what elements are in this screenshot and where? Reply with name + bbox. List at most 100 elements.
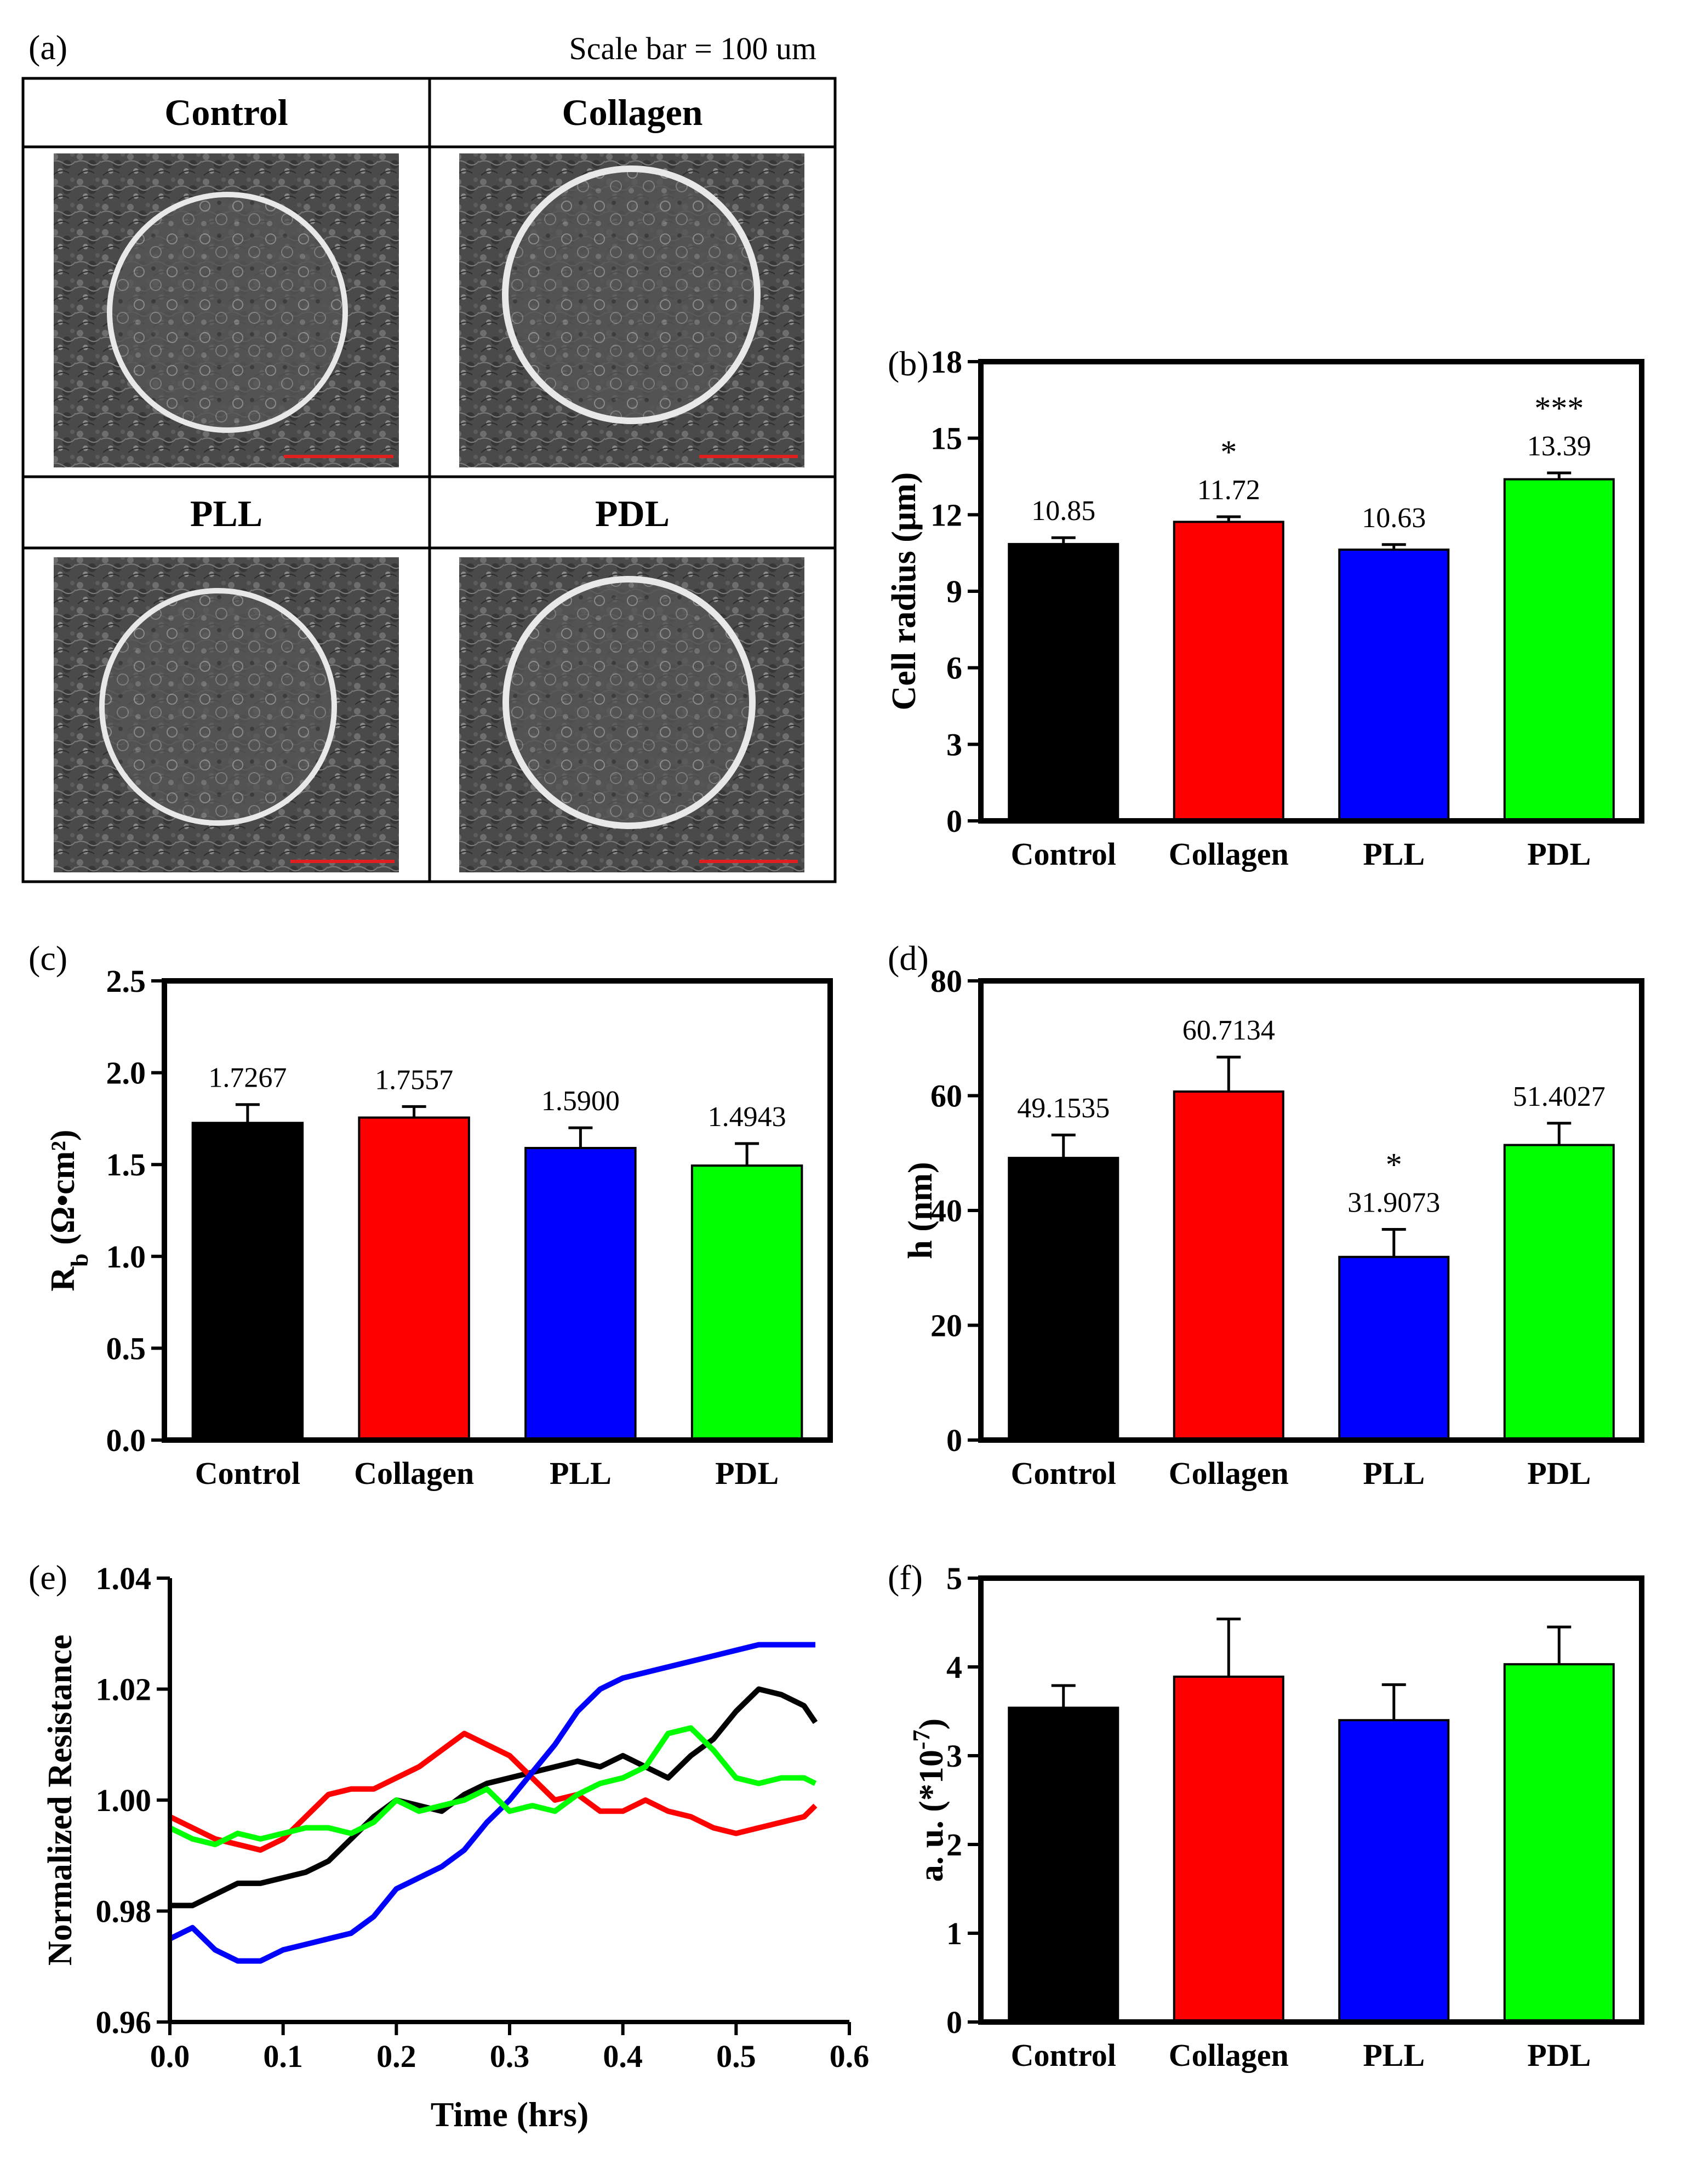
x-tick-label: PDL — [1527, 2037, 1591, 2073]
y-tick-label: 2.0 — [106, 1055, 146, 1091]
y-tick-label: 1 — [946, 1916, 962, 1951]
x-tick-label: PLL — [1363, 2037, 1425, 2073]
bar-pll — [1338, 1719, 1450, 2023]
series-pll — [168, 1642, 815, 1964]
y-tick-label: 60 — [930, 1078, 962, 1114]
x-tick-label: 0.3 — [490, 2038, 530, 2074]
x-tick-label: Control — [1011, 2037, 1116, 2073]
x-tick-label: 0.2 — [376, 2038, 416, 2074]
value-label: 1.5900 — [541, 1086, 620, 1117]
significance-marker: * — [1386, 1146, 1402, 1183]
chart-d: (d) 0 20 40 60 80 h (nm) Control 49.1535 Collagen… — [888, 939, 1644, 1491]
y-tick-label: 2.5 — [106, 963, 146, 999]
chart-c-frame — [162, 978, 833, 1443]
chart-e: (e) 0.96 0.98 1.00 1.02 1.04 0.0 0.1 0.2 0.3 0.4 0.… — [28, 1558, 869, 2134]
x-tick-label: PDL — [1527, 1455, 1591, 1491]
chart-b: (b) 0 3 6 9 12 15 18 Cell radius (μm) Control 10.8… — [886, 344, 1644, 872]
x-tick-label: 0.4 — [603, 2038, 643, 2074]
y-axis-label: h (nm) — [902, 1162, 939, 1259]
cell-title-pll: PLL — [190, 493, 262, 534]
y-tick-label: 0.5 — [106, 1330, 146, 1366]
bar-pdl — [1503, 1663, 1615, 2023]
y-tick-label: 0.96 — [96, 2004, 152, 2040]
y-tick-label: 0 — [946, 1423, 962, 1458]
x-tick-label: Collagen — [354, 1455, 474, 1491]
value-label: 1.7267 — [208, 1063, 287, 1094]
bar-pll — [1338, 1255, 1450, 1441]
y-tick-label: 0.0 — [106, 1423, 146, 1458]
bar-collagen — [1173, 1090, 1284, 1441]
chart-c: (c) 0.0 0.5 1.0 1.5 2.0 2.5 Rb (Ω•cm²) Control 1.… — [28, 939, 833, 1491]
y-tick-label: 1.0 — [106, 1239, 146, 1275]
y-tick-label: 15 — [930, 421, 962, 456]
x-tick-label: 0.0 — [150, 2038, 190, 2074]
x-tick-label: PDL — [1527, 836, 1591, 872]
panel-a-label: (a) — [28, 28, 67, 67]
bar-collagen — [358, 1116, 470, 1441]
x-tick-label: Control — [1011, 836, 1116, 872]
chart-f-frame — [978, 1575, 1644, 2025]
value-label: 60.7134 — [1183, 1015, 1275, 1046]
bar-pll — [524, 1147, 637, 1441]
y-tick-label: 20 — [930, 1308, 962, 1344]
bar-pdl — [690, 1164, 803, 1441]
x-axis-label: Time (hrs) — [431, 2095, 589, 2134]
cell-title-pdl: PDL — [595, 493, 670, 534]
x-tick-label: Control — [195, 1455, 300, 1491]
chart-f: (f) 0 1 2 3 4 5 a. u. (*10-7) Control Collagen PLL… — [888, 1558, 1644, 2073]
y-tick-label: 40 — [930, 1193, 962, 1229]
micrograph-pll — [54, 557, 399, 872]
y-tick-label: 2 — [946, 1827, 962, 1863]
bar-control — [1008, 1157, 1119, 1442]
x-tick-label: PLL — [1363, 1455, 1425, 1491]
y-tick-label: 1.00 — [96, 1783, 152, 1818]
significance-marker: * — [1220, 434, 1237, 470]
x-tick-label: Collagen — [1169, 836, 1289, 872]
y-axis-label: a. u. (*10-7) — [908, 1718, 951, 1882]
panel-label: (f) — [888, 1558, 923, 1597]
value-label: 13.39 — [1527, 431, 1591, 462]
y-tick-label: 0 — [946, 2004, 962, 2040]
series-collagen — [168, 1730, 818, 1853]
y-tick-label: 9 — [946, 574, 962, 609]
micrograph-control — [54, 153, 399, 467]
y-tick-label: 18 — [930, 344, 962, 380]
x-tick-label: Collagen — [1169, 2037, 1289, 2073]
value-label: 10.63 — [1362, 502, 1426, 534]
panel-label: (b) — [888, 344, 929, 383]
x-tick-label: PLL — [1363, 836, 1425, 872]
value-label: 1.7557 — [375, 1064, 453, 1095]
bar-control — [191, 1122, 304, 1442]
x-tick-label: PDL — [715, 1455, 779, 1491]
value-label: 49.1535 — [1017, 1093, 1110, 1124]
x-tick-label: PLL — [550, 1455, 612, 1491]
cell-title-collagen: Collagen — [562, 92, 703, 133]
y-tick-label: 6 — [946, 650, 962, 686]
chart-d-frame — [978, 978, 1644, 1443]
y-tick-label: 1.5 — [106, 1147, 146, 1183]
x-tick-label: 0.5 — [716, 2038, 756, 2074]
y-tick-label: 5 — [946, 1561, 962, 1596]
value-label: 1.4943 — [708, 1101, 786, 1133]
value-label: 11.72 — [1197, 475, 1260, 506]
bar-pdl — [1503, 478, 1615, 822]
x-tick-label: Control — [1011, 1455, 1116, 1491]
bar-collagen — [1173, 1675, 1284, 2024]
y-tick-label: 3 — [946, 1738, 962, 1774]
panel-label: (d) — [888, 939, 929, 978]
value-label: 51.4027 — [1513, 1081, 1606, 1112]
x-tick-label: 0.6 — [830, 2038, 870, 2074]
chart-b-frame — [978, 359, 1644, 824]
bar-pll — [1338, 549, 1450, 822]
micrograph-pdl — [459, 557, 804, 872]
y-axis-label: Rb (Ω•cm²) — [44, 1129, 93, 1291]
y-axis-label: Normalized Resistance — [42, 1635, 79, 1966]
panel-label: (e) — [28, 1558, 67, 1597]
y-tick-label: 0.98 — [96, 1894, 152, 1929]
bar-collagen — [1173, 521, 1284, 822]
y-tick-label: 80 — [930, 963, 962, 999]
significance-marker: *** — [1534, 390, 1584, 426]
micrograph-collagen — [459, 153, 804, 467]
y-tick-label: 4 — [946, 1649, 962, 1685]
